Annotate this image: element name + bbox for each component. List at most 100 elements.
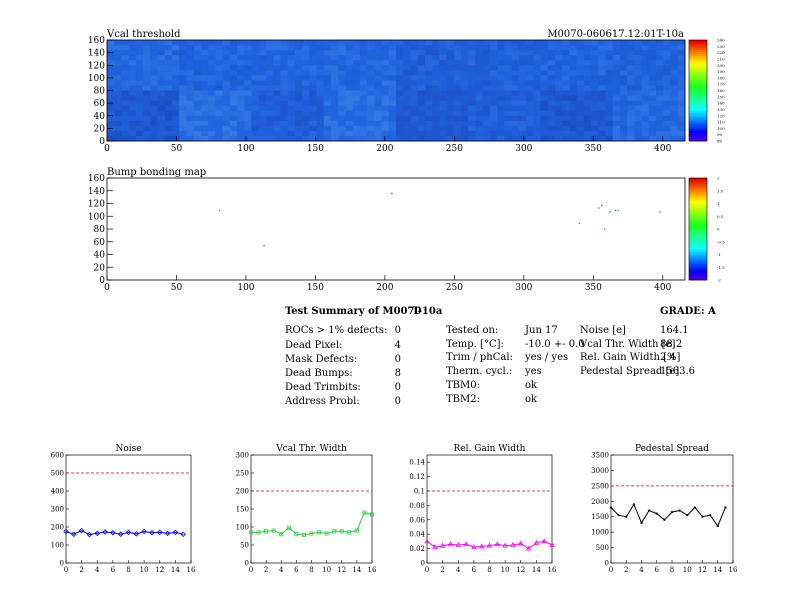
palette-step [689,253,707,256]
heat-cell [417,85,426,91]
heat-cell [489,125,498,132]
data-point [678,509,681,512]
heat-cell [468,90,476,96]
heat-cell [634,55,642,61]
heat-cell [367,135,375,142]
heat-cell [323,135,332,142]
heat-cell [432,65,440,71]
data-point [86,531,93,538]
heat-cell [533,75,541,81]
heat-cell [367,120,375,127]
heat-cell [504,70,512,76]
heat-cell [569,115,577,122]
heat-cell [164,105,173,111]
heat-cell [251,85,260,91]
palette-label: 110 [717,120,725,125]
heat-cell [504,105,512,111]
heat-cell [200,135,209,142]
heat-cell [280,90,288,96]
heat-cell [403,75,411,81]
heat-cell [475,135,483,142]
heat-cell [569,90,577,96]
heat-cell [677,90,686,96]
heat-cell [244,130,252,137]
heat-cell [396,110,404,117]
x-tick-label: 0 [425,566,429,574]
x-tick-label: 8 [309,566,313,574]
heat-cell [251,65,260,71]
heat-cell [424,120,433,127]
heat-cell [432,75,440,81]
heat-cell [627,40,635,46]
heat-cell [489,85,498,91]
heat-cell [352,110,361,117]
vcal-x-axis: 0 50 100 150 200 250 300 350 400 [104,136,672,154]
palette-step [689,204,707,207]
heat-cell [179,105,187,111]
heat-cell [439,80,447,86]
y-tick-label: 3000 [591,467,609,475]
heat-cell [627,120,635,127]
heat-cell [663,65,671,71]
heat-cell [634,100,642,106]
x-tick-label: 16 [187,566,196,574]
heat-cell [518,75,527,81]
heat-cell [619,65,628,71]
x-tick-label: 8 [670,566,674,574]
palette-label: 0 [717,227,720,232]
heat-cell [634,135,642,142]
heat-cell [562,120,570,127]
palette-label: 210 [717,56,725,61]
heat-cell [591,65,599,71]
heat-cell [612,135,621,142]
heat-cell [576,85,585,91]
heat-cell [135,90,144,96]
heat-cell [641,90,650,96]
heat-cell [446,120,455,127]
heat-cell [229,115,238,122]
heat-cell [121,65,129,71]
heat-cell [526,120,534,127]
heat-cell [612,120,621,127]
heat-cell [598,130,606,137]
data-point [294,532,299,537]
series-line [426,540,553,550]
heat-cell [186,50,194,56]
heat-cell [280,40,288,46]
heat-cell [374,55,382,61]
x-tick-label: 12 [698,566,707,574]
data-point [693,506,696,509]
palette-step [689,82,707,85]
heat-cell [330,125,339,132]
heat-cell [641,135,650,142]
heat-cell [562,105,570,111]
heat-cell [208,110,216,117]
heat-cell [150,90,158,96]
heat-cell [576,50,585,56]
y-tick-label: 60 [94,238,106,248]
defect-value: 4 [395,340,401,351]
heat-cell [619,40,628,46]
heat-cell [641,120,650,127]
data-point [347,530,352,535]
heat-cell [526,40,534,46]
heat-cell [222,50,231,56]
heat-cell [417,110,426,117]
heat-cell [229,55,238,61]
condition-label: Trim / phCal: [446,352,513,363]
heat-cell [280,135,288,142]
heat-cell [461,100,469,106]
heat-cell [121,120,129,127]
heat-cell [345,90,353,96]
heat-cell [432,125,440,132]
summary-title: Test Summary of M0070 [285,306,421,317]
heat-cell [367,45,375,51]
heat-cell [381,70,390,76]
heat-cell [475,120,483,127]
heat-cell [215,65,223,71]
param-value: 2.4 [660,352,676,363]
heat-cell [273,45,281,51]
heat-cell [302,95,310,101]
heat-cell [562,80,570,86]
heat-cell [208,50,216,56]
